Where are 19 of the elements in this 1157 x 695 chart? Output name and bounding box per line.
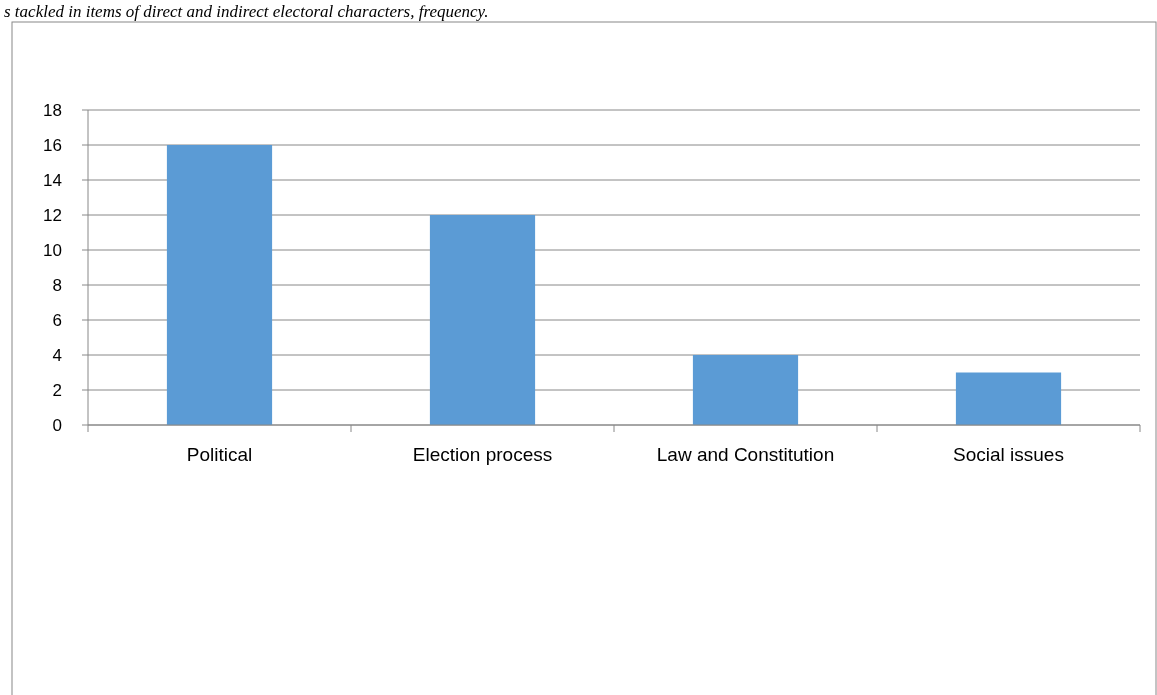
x-tick-label: Social issues: [953, 444, 1064, 465]
y-tick-label: 16: [43, 135, 62, 155]
y-tick-label: 12: [43, 205, 62, 225]
bar: [166, 145, 273, 425]
x-tick-label: Election process: [412, 444, 553, 465]
y-tick-label: 4: [52, 345, 62, 365]
y-tick-label: 2: [52, 380, 62, 400]
y-tick-label: 8: [52, 275, 62, 295]
chart-title: s tackled in items of direct and indirect electoral characters, frequency.: [4, 2, 489, 21]
x-tick-label: Law and Constitution: [656, 444, 835, 465]
y-tick-label: 0: [52, 415, 62, 435]
bar: [692, 355, 799, 425]
y-tick-label: 6: [52, 310, 62, 330]
y-tick-label: 14: [43, 170, 62, 190]
bar: [429, 215, 536, 425]
x-tick-label: Political: [186, 444, 253, 465]
y-tick-label: 10: [43, 240, 62, 260]
y-tick-label: 18: [43, 100, 62, 120]
bar: [955, 372, 1062, 425]
